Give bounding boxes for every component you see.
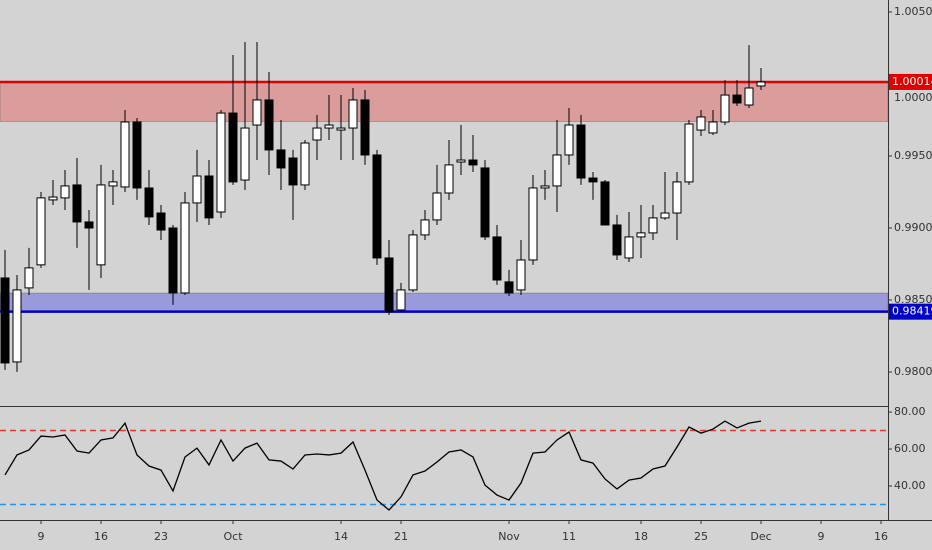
candle-body	[216, 112, 226, 213]
candle-body	[120, 121, 130, 188]
candle-body	[108, 181, 118, 187]
candle-body	[24, 267, 34, 289]
candle-body	[468, 159, 478, 166]
candle-body	[612, 224, 622, 256]
zone	[0, 81, 889, 122]
candle-body	[396, 289, 406, 311]
candle-body	[624, 236, 634, 259]
candle-body	[528, 187, 538, 261]
candle-body	[636, 232, 646, 238]
candle-body	[540, 185, 550, 189]
candle-body	[420, 219, 430, 236]
candle-body	[312, 127, 322, 141]
x-tick-label: Dec	[750, 530, 771, 543]
candle-body	[408, 234, 418, 291]
candle-body	[348, 99, 358, 129]
y-tick-label: 1.00500	[894, 5, 932, 18]
candle-body	[132, 121, 142, 189]
candle-body	[48, 196, 58, 201]
candle-body	[276, 149, 286, 169]
candle-body	[720, 94, 730, 123]
candle-body	[732, 94, 742, 104]
candle-body	[456, 159, 466, 163]
candle-body	[96, 184, 106, 266]
candle-body	[240, 127, 250, 181]
price-axis	[888, 0, 932, 550]
candle-body	[552, 154, 562, 187]
candle-body	[756, 81, 766, 87]
x-tick-label: Oct	[223, 530, 243, 543]
candle-body	[744, 87, 754, 106]
candle-body	[444, 164, 454, 194]
candle-body	[0, 277, 10, 364]
candle-body	[576, 124, 586, 179]
candle-body	[264, 99, 274, 151]
candle-body	[228, 112, 238, 183]
price-marker-label: 1.00014	[892, 75, 932, 88]
x-tick-label: 25	[694, 530, 708, 543]
candle-body	[336, 127, 346, 131]
candle-body	[432, 192, 442, 221]
price-marker-label: 0.98419	[892, 305, 932, 318]
candle-body	[180, 202, 190, 294]
candle-body	[300, 142, 310, 186]
x-tick-label: Nov	[498, 530, 520, 543]
y-tick-label: 0.98000	[894, 365, 932, 378]
x-tick-label: 9	[38, 530, 45, 543]
candle-body	[600, 181, 610, 226]
candle-body	[648, 217, 658, 234]
x-tick-label: 9	[818, 530, 825, 543]
price-marker	[889, 73, 932, 90]
candle-body	[660, 212, 670, 219]
candle-body	[252, 99, 262, 126]
candle-body	[492, 236, 502, 281]
candle-body	[36, 197, 46, 266]
candle-body	[516, 259, 526, 291]
candle-body	[324, 124, 334, 129]
candle-body	[588, 177, 598, 183]
candle-body	[84, 221, 94, 229]
candle-body	[672, 181, 682, 214]
candle-body	[480, 167, 490, 238]
candle-body	[372, 154, 382, 259]
candle-body	[144, 187, 154, 218]
x-tick-label: 23	[154, 530, 168, 543]
candle-body	[384, 257, 394, 313]
price-marker	[889, 303, 932, 320]
x-tick-label: 14	[334, 530, 348, 543]
y-tick-label: 40.00	[894, 479, 926, 492]
candle-body	[12, 289, 22, 363]
x-tick-label: 21	[394, 530, 408, 543]
y-tick-label: 60.00	[894, 442, 926, 455]
candle-body	[168, 227, 178, 294]
candle-body	[204, 175, 214, 219]
candle-body	[360, 99, 370, 156]
candle-body	[60, 185, 70, 199]
x-tick-label: 16	[94, 530, 108, 543]
candle-body	[156, 212, 166, 231]
candle-body	[288, 157, 298, 186]
candle-body	[192, 175, 202, 204]
candle-body	[504, 281, 514, 294]
candle-body	[696, 116, 706, 131]
zone	[0, 292, 889, 312]
rsi-line	[4, 420, 762, 511]
x-tick-label: 18	[634, 530, 648, 543]
candle-body	[684, 123, 694, 183]
candle-body	[72, 184, 82, 223]
candle-body	[564, 124, 574, 156]
x-tick-label: 11	[562, 530, 576, 543]
candle-body	[708, 121, 718, 134]
x-tick-label: 16	[874, 530, 888, 543]
y-tick-label: 80.00	[894, 405, 926, 418]
